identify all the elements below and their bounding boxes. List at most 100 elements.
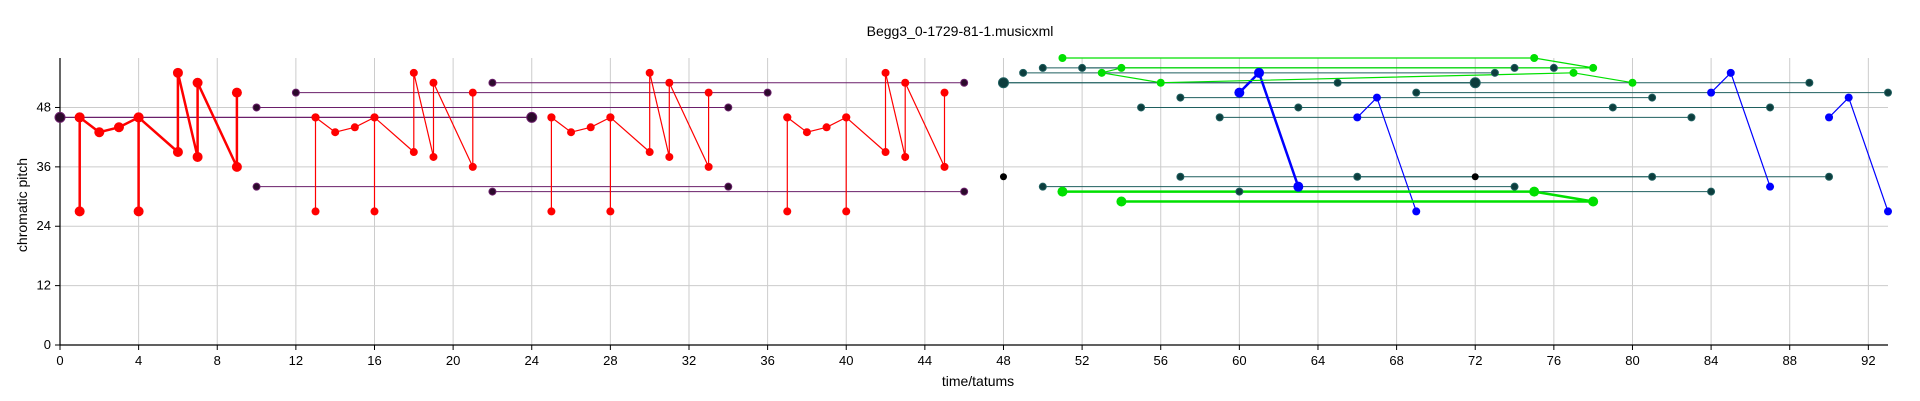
note-point bbox=[645, 148, 654, 157]
note-point bbox=[1529, 186, 1540, 197]
note-point bbox=[1726, 68, 1735, 77]
note-point bbox=[1057, 186, 1068, 197]
note-point bbox=[409, 68, 418, 77]
grid bbox=[55, 58, 1888, 350]
note-point bbox=[370, 113, 379, 122]
voice-line bbox=[786, 72, 946, 212]
x-tick-label: 64 bbox=[1311, 353, 1325, 368]
note-point bbox=[567, 128, 576, 137]
note-point bbox=[547, 207, 556, 216]
note-point bbox=[1825, 113, 1834, 122]
note-point bbox=[350, 123, 359, 132]
x-tick-label: 48 bbox=[996, 353, 1010, 368]
y-tick-label: 36 bbox=[37, 159, 51, 174]
note-point bbox=[1687, 113, 1696, 122]
note-point bbox=[1608, 103, 1617, 112]
note-point bbox=[1549, 63, 1558, 72]
note-point bbox=[1235, 187, 1244, 196]
note-point bbox=[1097, 68, 1106, 77]
note-point bbox=[1648, 172, 1657, 181]
note-point bbox=[526, 111, 538, 123]
x-tick-label: 12 bbox=[289, 353, 303, 368]
note-point bbox=[74, 112, 85, 123]
note-point bbox=[133, 112, 144, 123]
x-tick-label: 44 bbox=[918, 353, 932, 368]
x-axis-label: time/tatums bbox=[942, 373, 1014, 389]
note-point bbox=[311, 207, 320, 216]
note-point bbox=[1234, 87, 1245, 98]
note-point bbox=[1805, 78, 1814, 87]
voice-line bbox=[314, 72, 474, 212]
note-point bbox=[1510, 63, 1519, 72]
voice-lines bbox=[78, 57, 1889, 213]
note-point bbox=[468, 162, 477, 171]
note-point bbox=[999, 173, 1007, 181]
note-point bbox=[960, 187, 969, 196]
note-point bbox=[1648, 93, 1657, 102]
x-tick-label: 32 bbox=[682, 353, 696, 368]
x-tick-label: 36 bbox=[760, 353, 774, 368]
note-point bbox=[1038, 63, 1047, 72]
note-point bbox=[291, 88, 300, 97]
y-tick-label: 24 bbox=[37, 218, 51, 233]
note-point bbox=[1176, 172, 1185, 181]
voice-line bbox=[1710, 72, 1771, 187]
x-tick-label: 4 bbox=[135, 353, 142, 368]
note-point bbox=[231, 87, 242, 98]
y-tick-label: 12 bbox=[37, 278, 51, 293]
note-point bbox=[192, 77, 203, 88]
note-point bbox=[724, 182, 733, 191]
note-point bbox=[1569, 68, 1578, 77]
y-tick-label: 0 bbox=[44, 337, 51, 352]
y-tick-label: 48 bbox=[37, 99, 51, 114]
note-point bbox=[1588, 196, 1599, 207]
note-point bbox=[842, 113, 851, 122]
note-point bbox=[940, 88, 949, 97]
x-tick-labels: 0 4 8 12 16 20 24 28 32 36 40 44 48 52 56 60 64 68 72 76 80 8… bbox=[56, 353, 1875, 368]
note-point bbox=[1766, 103, 1775, 112]
x-tick-label: 0 bbox=[56, 353, 63, 368]
note-point bbox=[1038, 182, 1047, 191]
note-point bbox=[1058, 54, 1067, 62]
note-point bbox=[331, 128, 340, 137]
note-points bbox=[54, 54, 1892, 217]
voice-line bbox=[550, 72, 710, 212]
note-point bbox=[1137, 103, 1146, 112]
note-point bbox=[192, 151, 203, 162]
note-point bbox=[1156, 78, 1165, 87]
note-point bbox=[252, 182, 261, 191]
x-tick-label: 60 bbox=[1232, 353, 1246, 368]
note-point bbox=[1490, 68, 1499, 77]
note-point bbox=[724, 103, 733, 112]
note-point bbox=[1469, 77, 1481, 89]
note-point bbox=[133, 206, 144, 217]
note-point bbox=[1353, 172, 1362, 181]
note-point bbox=[997, 77, 1009, 89]
note-point bbox=[54, 111, 66, 123]
note-point bbox=[822, 123, 831, 132]
voice-line bbox=[78, 71, 239, 213]
voice-line bbox=[1238, 71, 1300, 188]
note-point bbox=[1884, 88, 1892, 97]
note-point bbox=[1844, 93, 1853, 102]
note-point bbox=[783, 113, 792, 122]
voice-line bbox=[1062, 57, 1633, 84]
voice-line bbox=[1062, 190, 1595, 203]
x-tick-label: 76 bbox=[1547, 353, 1561, 368]
x-tick-label: 40 bbox=[839, 353, 853, 368]
note-point bbox=[1412, 88, 1421, 97]
note-point bbox=[1117, 63, 1126, 72]
note-point bbox=[252, 103, 261, 112]
x-tick-label: 72 bbox=[1468, 353, 1482, 368]
x-tick-label: 28 bbox=[603, 353, 617, 368]
x-tick-label: 80 bbox=[1625, 353, 1639, 368]
x-tick-label: 68 bbox=[1389, 353, 1403, 368]
note-point bbox=[1215, 113, 1224, 122]
note-point bbox=[606, 113, 615, 122]
note-point bbox=[1628, 78, 1637, 87]
note-point bbox=[586, 123, 595, 132]
note-point bbox=[547, 113, 556, 122]
note-point bbox=[409, 148, 418, 157]
note-point bbox=[1294, 103, 1303, 112]
note-point bbox=[1766, 182, 1775, 191]
